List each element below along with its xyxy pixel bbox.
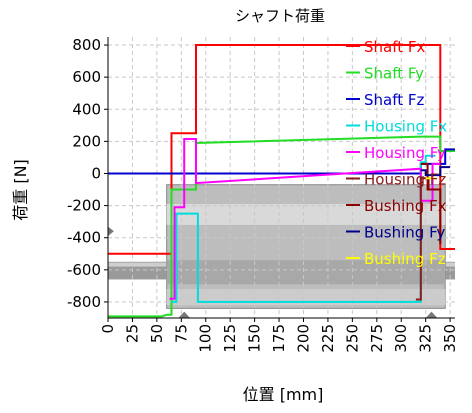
legend-entry-2: Shaft Fz (364, 91, 425, 109)
series-line-3 (171, 154, 436, 303)
legend-entry-1: Shaft Fy (364, 65, 424, 83)
legend: Shaft Fx Shaft Fy Shaft Fz Housing Fx Housin… (346, 38, 447, 268)
x-tick-label-9: 225 (319, 324, 337, 353)
y-tick-label-5: 200 (72, 132, 101, 150)
y-tick-label-1: -600 (67, 261, 101, 279)
x-tick-label-4: 100 (197, 324, 215, 353)
legend-entry-5: Housing Fz (364, 171, 446, 189)
x-tick-label-5: 125 (221, 324, 239, 353)
legend-entry-4: Housing Fy (364, 144, 446, 162)
y-tick-label-2: -400 (67, 229, 101, 247)
shaft-band-upper (166, 203, 446, 225)
legend-entry-7: Bushing Fy (364, 224, 445, 242)
x-tick-label-13: 325 (417, 324, 435, 353)
x-tick-label-14: 350 (441, 324, 459, 353)
bearing-marker-1 (178, 311, 191, 318)
x-tick-label-11: 275 (368, 324, 386, 353)
x-axis-label: 位置 [mm] (243, 385, 324, 404)
bearing-marker-2 (425, 311, 438, 318)
x-tick-label-6: 150 (246, 324, 264, 353)
x-tick-label-3: 75 (172, 324, 190, 343)
series-line-4 (169, 138, 441, 300)
series-line-1 (108, 135, 455, 318)
chart-title: シャフト荷重 (235, 7, 325, 25)
series-line-6 (420, 162, 442, 245)
x-tick-label-10: 250 (343, 324, 361, 353)
y-tick-label-0: -800 (67, 293, 101, 311)
legend-entry-8: Bushing Fz (364, 250, 446, 268)
y-axis-label: 荷重 [N] (11, 159, 30, 221)
shaft-end-marker-left (108, 226, 114, 237)
y-tick-label-7: 600 (72, 68, 101, 86)
series-line-0 (108, 44, 455, 255)
y-tick-label-6: 400 (72, 100, 101, 118)
y-tick-label-8: 800 (72, 36, 101, 54)
legend-entry-6: Bushing Fx (364, 197, 447, 215)
x-tick-labels: 0 25 50 75 100 125 150 175 200 225 250 275 300 325 350 (99, 318, 459, 353)
x-tick-label-0: 0 (99, 324, 117, 334)
legend-entry-0: Shaft Fx (364, 38, 426, 56)
x-tick-label-2: 50 (148, 324, 166, 343)
series-group (108, 44, 455, 318)
legend-entry-3: Housing Fx (364, 118, 447, 136)
axes (107, 37, 455, 319)
x-tick-label-12: 300 (392, 324, 410, 353)
x-tick-label-7: 175 (270, 324, 288, 353)
y-tick-label-4: 0 (91, 164, 101, 182)
x-tick-label-1: 25 (123, 324, 141, 343)
series-line-7 (420, 166, 451, 177)
y-tick-label-3: -200 (67, 197, 101, 215)
y-tick-labels: -800 -600 -400 -200 0 200 400 600 800 (67, 36, 108, 311)
x-tick-label-8: 200 (295, 324, 313, 353)
shaft-band-middle (166, 260, 446, 285)
